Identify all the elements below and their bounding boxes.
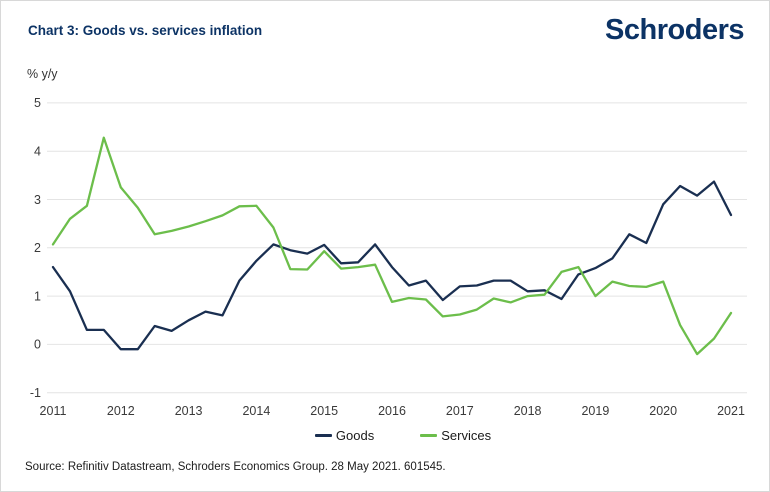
services-line (51, 136, 733, 356)
legend-item-services: Services (420, 428, 491, 443)
svg-text:-1: -1 (30, 386, 41, 400)
svg-text:2020: 2020 (649, 404, 677, 418)
schroders-logo: Schroders (605, 14, 744, 46)
legend-label-services: Services (441, 428, 492, 443)
legend-label-goods: Goods (335, 428, 375, 443)
svg-text:2013: 2013 (175, 404, 203, 418)
y-axis-tick-labels: 5 4 3 2 1 0 -1 (30, 96, 41, 400)
svg-text:2014: 2014 (242, 404, 270, 418)
source-text: Source: Refinitiv Datastream, Schroders … (25, 461, 446, 473)
svg-text:2012: 2012 (107, 404, 135, 418)
svg-text:0: 0 (34, 338, 41, 352)
svg-text:2018: 2018 (514, 404, 542, 418)
services-line-swatch (420, 434, 438, 437)
gridlines (47, 102, 747, 394)
y-axis-unit-label: % y/y (27, 67, 58, 81)
legend-item-goods: Goods (314, 428, 375, 443)
chart-legend: Goods Services (19, 428, 769, 443)
svg-text:2021: 2021 (717, 404, 745, 418)
svg-text:4: 4 (34, 145, 41, 159)
svg-text:2016: 2016 (378, 404, 406, 418)
chart-title: Chart 3: Goods vs. services inflation (28, 23, 263, 38)
svg-text:2: 2 (34, 241, 41, 255)
svg-text:1: 1 (34, 289, 41, 303)
svg-text:2017: 2017 (446, 404, 474, 418)
svg-text:2011: 2011 (40, 404, 67, 418)
goods-line-swatch (314, 434, 332, 437)
svg-text:2019: 2019 (581, 404, 609, 418)
goods-line (51, 180, 733, 351)
svg-text:5: 5 (34, 96, 41, 110)
svg-text:2015: 2015 (310, 404, 338, 418)
x-axis-tick-labels: 2011 2012 2013 2014 2015 2016 2017 2018 2019 2020… (40, 404, 745, 418)
svg-text:3: 3 (34, 193, 41, 207)
